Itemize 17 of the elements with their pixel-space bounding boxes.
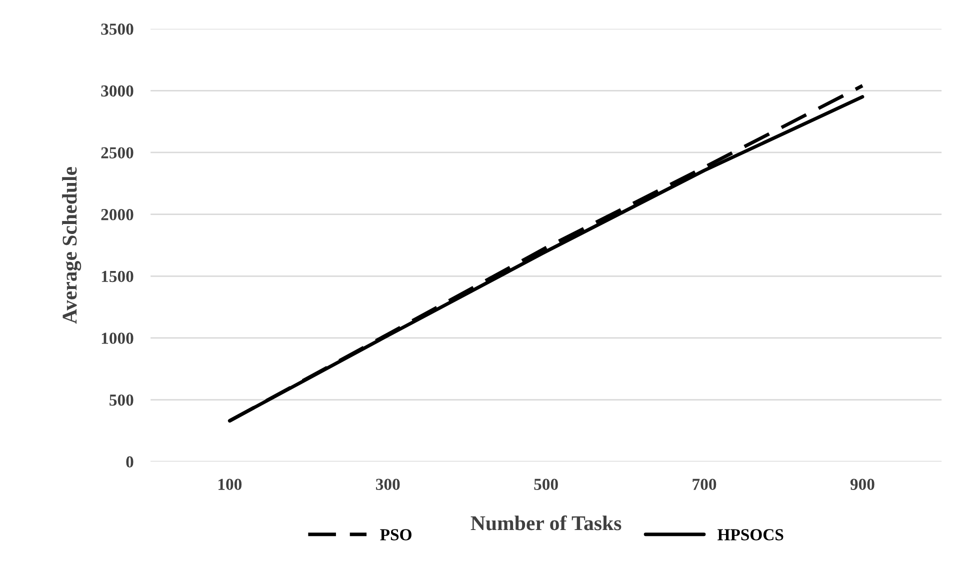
y-tick-label: 500	[110, 394, 134, 406]
y-tick-label: 1500	[102, 270, 134, 282]
x-tick-label: 100	[218, 478, 242, 490]
y-axis-title: Average Schedule	[62, 166, 82, 324]
legend-label: PSO	[380, 529, 412, 540]
x-tick-label: 500	[534, 478, 558, 490]
x-axis-title: Number of Tasks	[470, 515, 622, 530]
x-tick-label: 700	[692, 478, 716, 490]
y-tick-label: 0	[126, 456, 134, 468]
y-tick-label: 3500	[101, 24, 134, 35]
y-tick-label: 2000	[101, 209, 134, 220]
y-tick-label: 3000	[101, 85, 134, 97]
x-tick-label: 300	[376, 478, 400, 490]
y-tick-label: 2500	[101, 147, 134, 158]
x-tick-label: 900	[850, 478, 874, 490]
legend-label: HPSOCS	[718, 529, 784, 540]
y-tick-label: 1000	[102, 332, 134, 344]
